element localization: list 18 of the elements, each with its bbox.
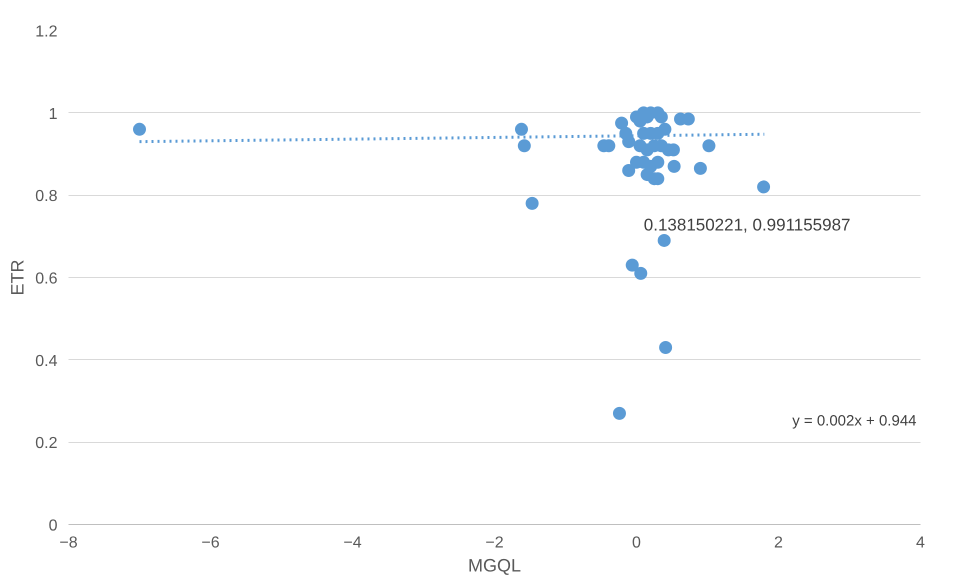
x-tick-label: 4 [916,534,926,552]
y-tick-label: 1 [48,106,58,123]
annotation: 0.138150221, 0.991155987 [644,216,851,234]
x-tick-label: −4 [343,534,362,552]
y-tick-label: 0.6 [35,270,58,288]
y-tick-label: 0 [48,518,58,534]
x-tick-label: 0 [632,534,642,552]
annotation: y = 0.002x + 0.944 [792,412,917,430]
x-tick-label: −2 [485,534,504,552]
y-tick-label: 0.2 [35,435,58,452]
y-axis-title: ETR [8,260,28,296]
x-tick-label: 2 [774,534,784,552]
y-tick-label: 0.4 [35,352,58,370]
y-tick-label: 0.8 [35,188,58,206]
y-tick-label: 1.2 [35,24,58,40]
x-axis-title: MGQL [468,556,522,576]
x-tick-label: −8 [59,534,78,552]
x-tick-label: −6 [201,534,220,552]
